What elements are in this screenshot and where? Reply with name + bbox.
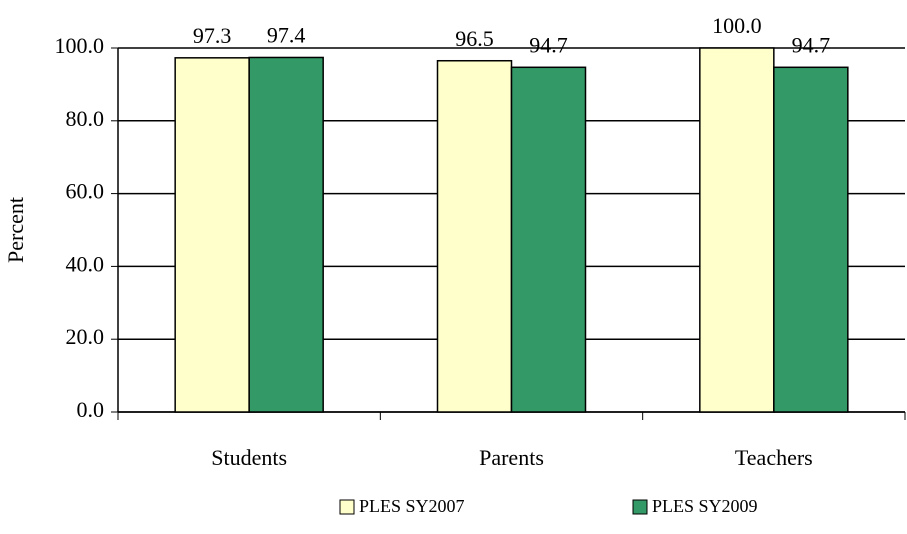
bar: [510, 66, 587, 413]
value-label: 96.5: [455, 26, 494, 51]
bar: [699, 47, 775, 413]
y-tick-label: 60.0: [66, 179, 105, 204]
y-tick-label: 80.0: [66, 106, 105, 131]
y-tick-label: 40.0: [66, 251, 105, 276]
y-tick-label: 100.0: [55, 33, 105, 58]
legend-swatch: [339, 499, 355, 515]
bar: [436, 59, 513, 413]
bar: [773, 66, 849, 413]
legend-label: PLES SY2009: [652, 496, 758, 516]
value-label: 97.3: [193, 23, 232, 48]
x-tick-label: Students: [211, 445, 287, 470]
y-tick-label: 0.0: [77, 397, 105, 422]
value-label: 94.7: [792, 32, 831, 57]
y-axis-label: Percent: [3, 197, 28, 263]
bar: [248, 56, 324, 413]
x-tick-label: Parents: [479, 445, 544, 470]
y-tick-label: 20.0: [66, 324, 105, 349]
legend-swatch: [632, 499, 648, 515]
bar: [174, 57, 250, 413]
x-tick-label: Teachers: [735, 445, 813, 470]
value-label: 100.0: [712, 13, 762, 38]
value-label: 94.7: [529, 32, 568, 57]
legend-label: PLES SY2007: [359, 496, 465, 516]
value-label: 97.4: [267, 23, 306, 48]
